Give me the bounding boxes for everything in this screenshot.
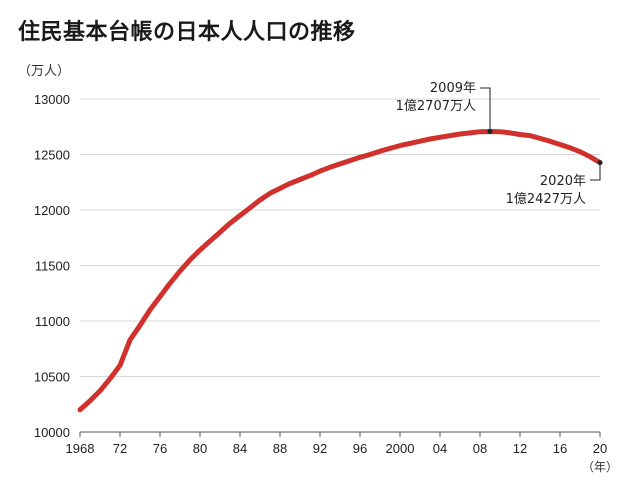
x-tick-label: 96 [353, 441, 367, 456]
x-tick-label: 08 [473, 441, 487, 456]
annotation-year-2020: 2020年 [540, 174, 586, 189]
x-tick-label: 72 [113, 441, 127, 456]
x-tick-label: 20 [593, 441, 607, 456]
x-tick-label: 2000 [386, 441, 415, 456]
y-tick-label: 11500 [35, 259, 70, 274]
chart-title: 住民基本台帳の日本人人口の推移 [18, 20, 356, 45]
y-axis-unit: （万人） [18, 64, 71, 79]
x-tick-label: 84 [233, 441, 247, 456]
x-axis-unit: （年） [582, 460, 619, 474]
y-tick-label: 10000 [34, 425, 70, 440]
annotation-point-2009 [487, 129, 493, 135]
y-tick-label: 10500 [34, 370, 70, 385]
x-tick-label: 12 [513, 441, 527, 456]
x-tick-label: 16 [553, 441, 567, 456]
y-tick-label: 12500 [34, 148, 70, 163]
annotation-value-2020: 1億2427万人 [506, 191, 586, 207]
y-tick-label: 13000 [34, 92, 70, 107]
x-tick-label: 80 [193, 441, 207, 456]
population-line [77, 129, 603, 413]
x-tick-label: 1968 [66, 441, 95, 456]
x-tick-label: 04 [433, 441, 447, 456]
x-tick-label: 76 [153, 441, 167, 456]
x-tick-label: 92 [313, 441, 327, 456]
y-tick-label: 11000 [35, 314, 70, 329]
annotation-value-2009: 1億2707万人 [396, 98, 476, 114]
x-tick-label: 88 [273, 441, 287, 456]
annotation-leader-2020 [590, 162, 601, 181]
annotation-year-2009: 2009年 [430, 81, 476, 96]
y-tick-label: 12000 [34, 203, 70, 218]
annotation-leader-2009 [480, 87, 491, 132]
